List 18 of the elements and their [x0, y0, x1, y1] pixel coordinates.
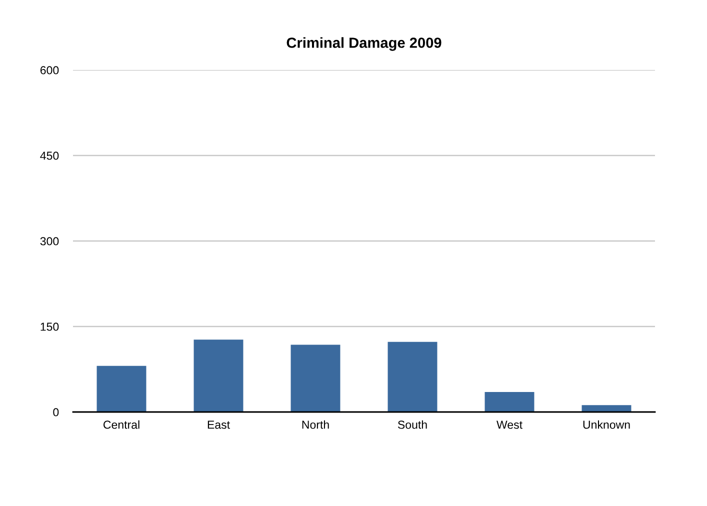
x-tick-label: East [208, 420, 230, 429]
bar [582, 405, 632, 412]
bar [290, 344, 340, 412]
x-tick-label: West [496, 420, 522, 429]
y-tick-label: 600 [40, 66, 59, 74]
y-tick-label: 0 [53, 408, 59, 416]
bar [194, 340, 244, 412]
x-tick-label: South [398, 420, 427, 429]
x-tick-label: Unknown [583, 420, 630, 429]
y-tick-label: 150 [40, 322, 59, 331]
chart-title: Criminal Damage 2009 [286, 37, 442, 51]
bar [388, 342, 438, 412]
x-tick-label: Central [104, 420, 140, 429]
x-tick-label: North [302, 420, 329, 429]
y-tick-label: 300 [40, 237, 59, 246]
y-tick-label: 450 [40, 152, 59, 160]
bar [484, 392, 534, 412]
bar [96, 366, 146, 412]
